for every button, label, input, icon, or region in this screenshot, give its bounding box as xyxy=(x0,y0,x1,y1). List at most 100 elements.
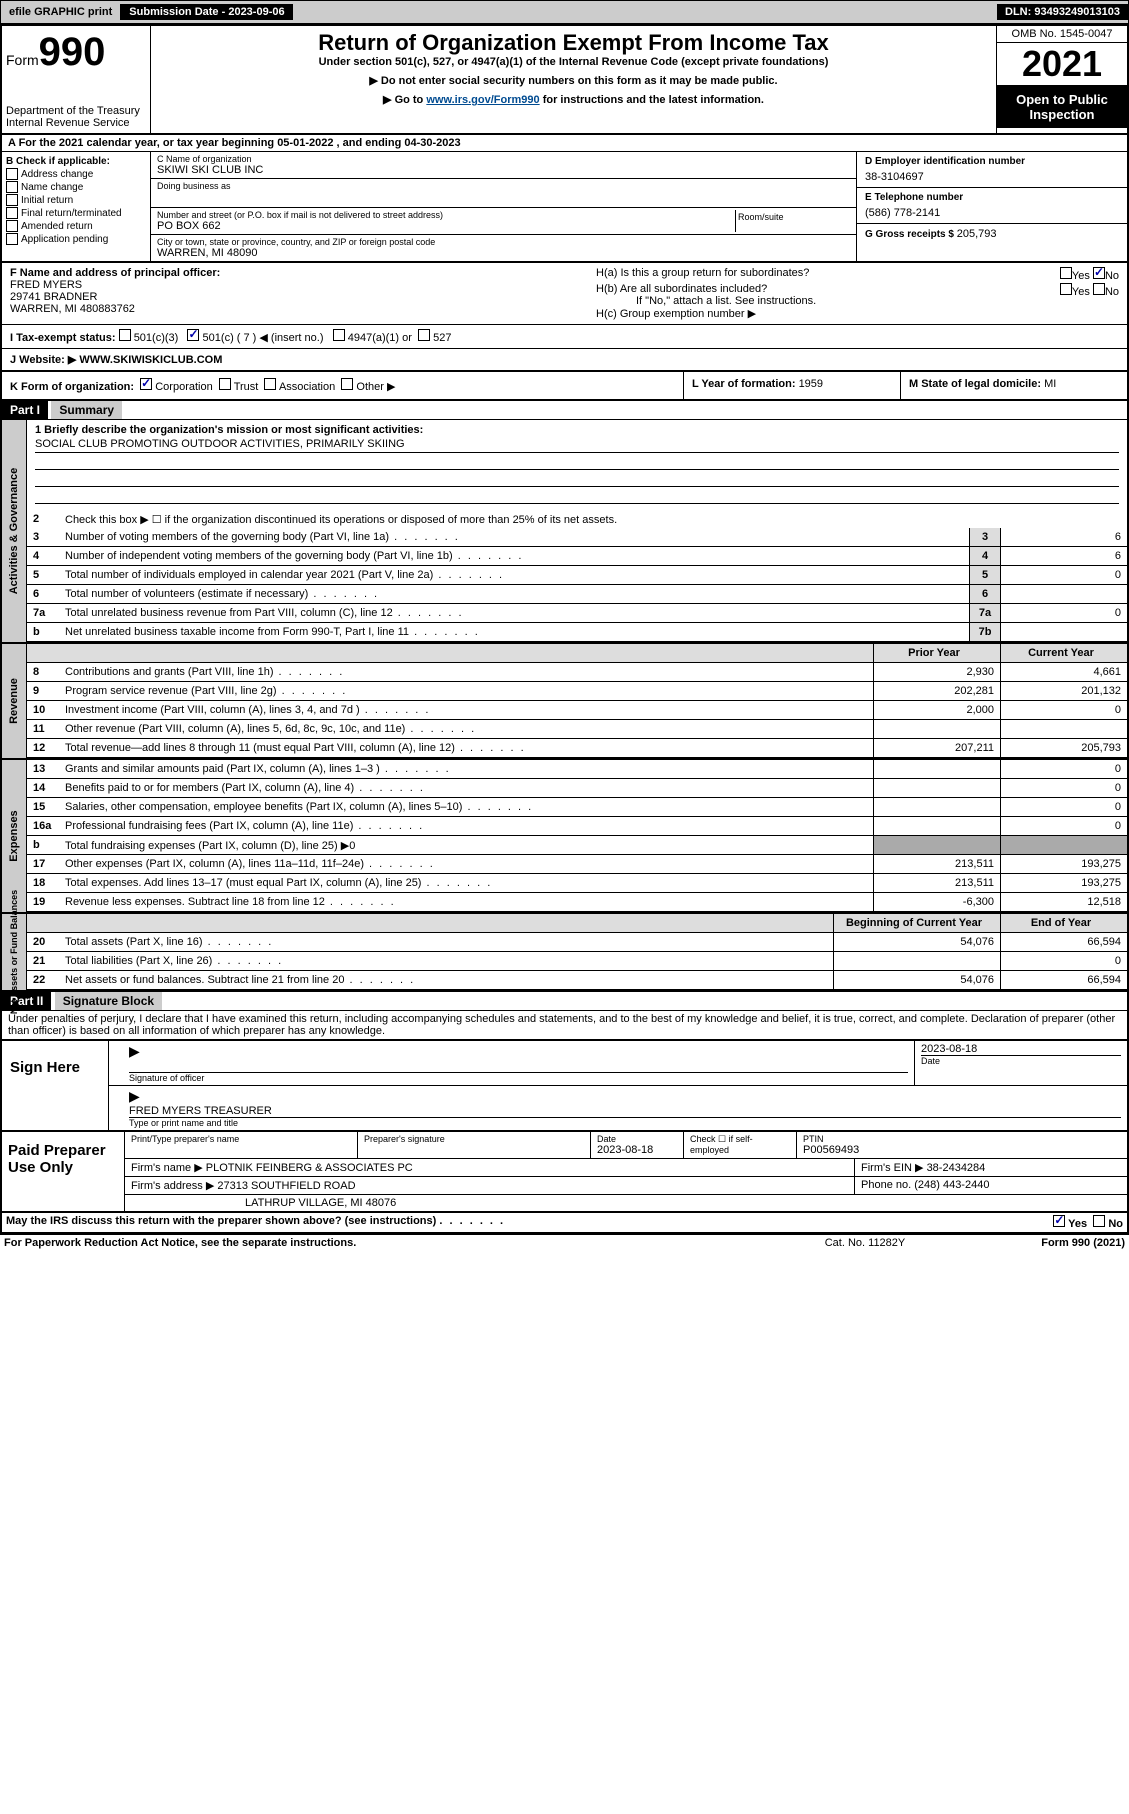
sign-date: 2023-08-18 xyxy=(921,1043,1121,1055)
line-14: 14Benefits paid to or for members (Part … xyxy=(27,779,1127,798)
line-10: 10Investment income (Part VIII, column (… xyxy=(27,701,1127,720)
prep-date: 2023-08-18 xyxy=(597,1144,677,1156)
chk-final-return[interactable] xyxy=(6,207,18,219)
city-label: City or town, state or province, country… xyxy=(157,237,850,247)
phone-label: E Telephone number xyxy=(865,192,1119,203)
revenue-section: Revenue Prior Year Current Year 8Contrib… xyxy=(2,644,1127,760)
chk-hb-no[interactable] xyxy=(1093,283,1105,295)
line-6: 6Total number of volunteers (estimate if… xyxy=(27,585,1127,604)
chk-name-change[interactable] xyxy=(6,181,18,193)
dept-treasury: Department of the Treasury xyxy=(6,105,146,117)
dba-label: Doing business as xyxy=(157,181,850,191)
col-begin: Beginning of Current Year xyxy=(833,914,1000,932)
irs-label: Internal Revenue Service xyxy=(6,117,146,129)
part1-header: Part I xyxy=(2,401,48,419)
header-right: OMB No. 1545-0047 2021 Open to Public In… xyxy=(996,26,1127,133)
firm-addr1: 27313 SOUTHFIELD ROAD xyxy=(217,1180,355,1192)
year-formation: 1959 xyxy=(799,378,823,390)
chk-initial-return[interactable] xyxy=(6,194,18,206)
col-de: D Employer identification number 38-3104… xyxy=(856,152,1127,261)
website-row: J Website: ▶ WWW.SKIWISKICLUB.COM xyxy=(2,349,1127,372)
part1-title: Summary xyxy=(51,401,122,419)
state-domicile: MI xyxy=(1044,378,1056,390)
mission-block: 1 Briefly describe the organization's mi… xyxy=(27,420,1127,510)
form-instr1: ▶ Do not enter social security numbers o… xyxy=(155,74,992,87)
chk-amended[interactable] xyxy=(6,220,18,232)
form-footer: Form 990 (2021) xyxy=(965,1237,1125,1249)
form-header: Form990 Department of the Treasury Inter… xyxy=(2,26,1127,135)
chk-ha-yes[interactable] xyxy=(1060,267,1072,279)
dln: DLN: 93493249013103 xyxy=(997,4,1128,20)
declaration-text: Under penalties of perjury, I declare th… xyxy=(2,1011,1127,1039)
part2-header-row: Part II Signature Block xyxy=(2,992,1127,1011)
section-bcde: B Check if applicable: Address change Na… xyxy=(2,152,1127,263)
h-block: H(a) Is this a group return for subordin… xyxy=(588,263,1127,324)
chk-4947[interactable] xyxy=(333,329,345,341)
header-mid: Return of Organization Exempt From Incom… xyxy=(151,26,996,133)
line-9: 9Program service revenue (Part VIII, lin… xyxy=(27,682,1127,701)
officer-addr2: WARREN, MI 480883762 xyxy=(10,303,580,315)
line-17: 17Other expenses (Part IX, column (A), l… xyxy=(27,855,1127,874)
page-footer: For Paperwork Reduction Act Notice, see … xyxy=(0,1235,1129,1251)
line-7a: 7aTotal unrelated business revenue from … xyxy=(27,604,1127,623)
line-12: 12Total revenue—add lines 8 through 11 (… xyxy=(27,739,1127,758)
f-h-row: F Name and address of principal officer:… xyxy=(2,263,1127,325)
firm-phone: (248) 443-2440 xyxy=(914,1179,989,1191)
submission-date: Submission Date - 2023-09-06 xyxy=(121,4,292,20)
line-22: 22Net assets or fund balances. Subtract … xyxy=(27,971,1127,990)
chk-trust[interactable] xyxy=(219,378,231,390)
line-18: 18Total expenses. Add lines 13–17 (must … xyxy=(27,874,1127,893)
may-discuss-row: May the IRS discuss this return with the… xyxy=(2,1213,1127,1233)
room-label: Room/suite xyxy=(736,210,850,232)
addr-label: Number and street (or P.O. box if mail i… xyxy=(157,210,735,220)
chk-501c3[interactable] xyxy=(119,329,131,341)
ein-label: D Employer identification number xyxy=(865,156,1119,167)
form-instr2: ▶ Go to www.irs.gov/Form990 for instruct… xyxy=(155,93,992,106)
line-13: 13Grants and similar amounts paid (Part … xyxy=(27,760,1127,779)
chk-other[interactable] xyxy=(341,378,353,390)
gross-label: G Gross receipts $ xyxy=(865,229,957,240)
sign-here-section: Sign Here ▶Signature of officer 2023-08-… xyxy=(2,1039,1127,1132)
website-url: WWW.SKIWISKICLUB.COM xyxy=(79,354,222,366)
hc-group-exemption: H(c) Group exemption number ▶ xyxy=(596,307,1119,320)
public-inspection: Open to Public Inspection xyxy=(997,86,1127,128)
chk-corporation[interactable] xyxy=(140,378,152,390)
chk-discuss-yes[interactable] xyxy=(1053,1215,1065,1227)
paid-preparer-section: Paid Preparer Use Only Print/Type prepar… xyxy=(2,1132,1127,1213)
firm-ein: 38-2434284 xyxy=(927,1162,986,1174)
chk-hb-yes[interactable] xyxy=(1060,283,1072,295)
f-block: F Name and address of principal officer:… xyxy=(2,263,588,324)
tax-year: 2021 xyxy=(997,43,1127,86)
line-20: 20Total assets (Part X, line 16)54,07666… xyxy=(27,933,1127,952)
chk-501c[interactable] xyxy=(187,329,199,341)
chk-ha-no[interactable] xyxy=(1093,267,1105,279)
chk-application-pending[interactable] xyxy=(6,233,18,245)
sign-here-label: Sign Here xyxy=(2,1041,109,1130)
col-c-org-info: C Name of organization SKIWI SKI CLUB IN… xyxy=(151,152,856,261)
top-bar: efile GRAPHIC print Submission Date - 20… xyxy=(0,0,1129,24)
officer-name-title: FRED MYERS TREASURER xyxy=(129,1105,1121,1117)
netassets-section: Net Assets or Fund Balances Beginning of… xyxy=(2,914,1127,992)
chk-discuss-no[interactable] xyxy=(1093,1215,1105,1227)
k-org-row: K Form of organization: Corporation Trus… xyxy=(2,372,1127,401)
line-8: 8Contributions and grants (Part VIII, li… xyxy=(27,663,1127,682)
part2-title: Signature Block xyxy=(55,992,162,1010)
form-container: Form990 Department of the Treasury Inter… xyxy=(0,24,1129,1235)
ptin: P00569493 xyxy=(803,1144,1121,1156)
city-value: WARREN, MI 48090 xyxy=(157,247,850,259)
form-title: Return of Organization Exempt From Incom… xyxy=(155,30,992,56)
line-b: bTotal fundraising expenses (Part IX, co… xyxy=(27,836,1127,855)
org-name: SKIWI SKI CLUB INC xyxy=(157,164,850,176)
governance-section: Activities & Governance 1 Briefly descri… xyxy=(2,420,1127,644)
chk-address-change[interactable] xyxy=(6,168,18,180)
chk-527[interactable] xyxy=(418,329,430,341)
efile-print-button[interactable]: efile GRAPHIC print xyxy=(1,4,121,20)
irs-link[interactable]: www.irs.gov/Form990 xyxy=(426,94,539,106)
mission-text: SOCIAL CLUB PROMOTING OUTDOOR ACTIVITIES… xyxy=(35,438,1119,453)
chk-association[interactable] xyxy=(264,378,276,390)
line-3: 3Number of voting members of the governi… xyxy=(27,528,1127,547)
tab-governance: Activities & Governance xyxy=(2,420,27,642)
addr-value: PO BOX 662 xyxy=(157,220,735,232)
sig-officer-label: Signature of officer xyxy=(129,1072,908,1083)
line-16a: 16aProfessional fundraising fees (Part I… xyxy=(27,817,1127,836)
